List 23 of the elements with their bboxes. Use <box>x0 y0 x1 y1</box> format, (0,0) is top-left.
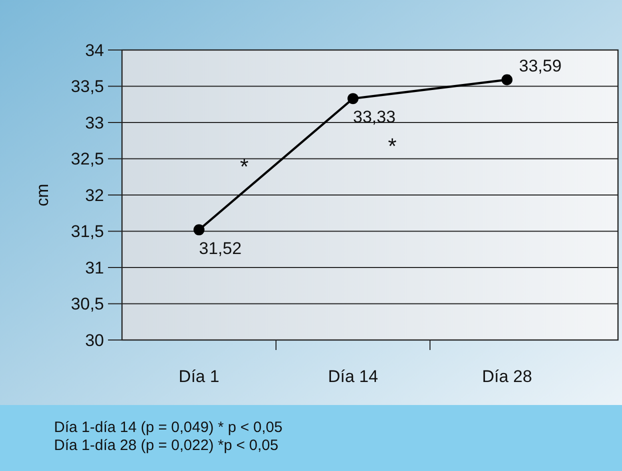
y-tick-label: 31 <box>85 258 104 278</box>
y-tick-label: 30 <box>85 330 104 350</box>
data-label: 31,52 <box>199 238 242 258</box>
point <box>502 74 512 86</box>
point <box>194 224 204 236</box>
y-axis-title: cm <box>33 184 52 206</box>
y-tick-label: 31,5 <box>70 222 104 242</box>
x-tick-label: Día 28 <box>482 367 532 386</box>
point <box>348 93 358 104</box>
x-tick-label: Día 1 <box>178 367 220 386</box>
data-label: 33,33 <box>353 108 396 127</box>
y-tick-label: 33,5 <box>70 77 104 96</box>
annotation: * <box>240 154 249 180</box>
y-tick-label: 33 <box>85 113 104 132</box>
x-tick-label: Día 14 <box>328 367 378 386</box>
annotation: * <box>388 134 397 159</box>
y-tick-label: 30,5 <box>70 294 104 314</box>
text: Día 1-día 14 (p = 0,049) * p < 0,05 <box>54 419 282 436</box>
data-label: 33,59 <box>519 56 562 76</box>
y-tick-label: 32 <box>85 186 104 205</box>
text: Día 1-día 28 (p = 0,022) *p < 0,05 <box>54 437 278 454</box>
y-tick-label: 32,5 <box>70 150 104 169</box>
y-tick-label: 34 <box>85 40 104 60</box>
